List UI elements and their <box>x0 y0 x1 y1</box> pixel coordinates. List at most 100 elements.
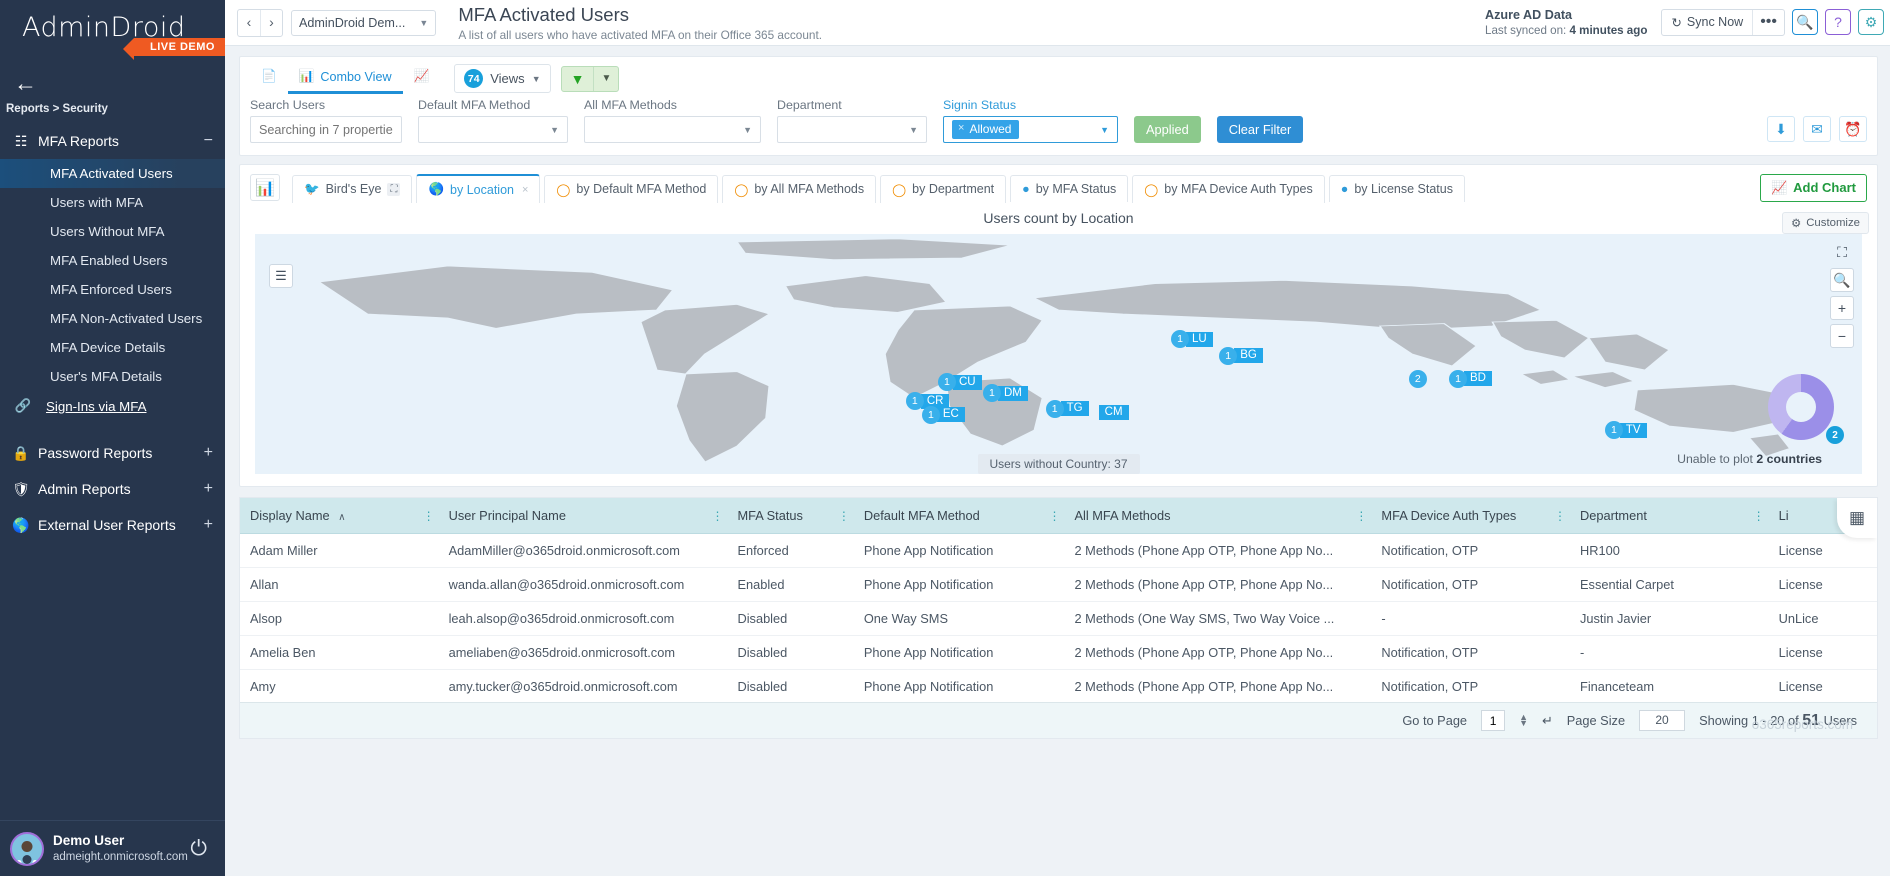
column-menu-icon[interactable]: ⋮ <box>1554 508 1567 523</box>
column-department[interactable]: Department ⋮ <box>1570 498 1769 534</box>
sidebar-item-mfa-device-details[interactable]: MFA Device Details <box>50 340 166 355</box>
sidebar-item-mfa-activated-users[interactable]: MFA Activated Users <box>0 159 225 188</box>
column-menu-icon[interactable]: ⋮ <box>837 508 850 523</box>
all-mfa-methods-select[interactable]: ▼ <box>584 116 761 143</box>
chart-tab-by-mfa-status[interactable]: ● by MFA Status <box>1010 175 1129 202</box>
chevron-left-icon[interactable]: ‹ <box>246 13 252 30</box>
tenant-selector[interactable]: AdminDroid Dem... ▼ <box>291 9 437 36</box>
chart-tab-by-department[interactable]: ◯ by Department <box>880 174 1007 203</box>
settings-icon[interactable]: ⚙ <box>1858 9 1884 36</box>
collapse-toggle-icon[interactable]: − <box>203 132 213 149</box>
views-button[interactable]: 74 Views ▼ <box>454 64 551 93</box>
column-menu-icon[interactable]: ⋮ <box>711 508 724 523</box>
column-mfa-device-auth-types[interactable]: MFA Device Auth Types ⋮ <box>1371 498 1571 534</box>
search-icon[interactable]: 🔍 <box>1792 9 1818 36</box>
chart-tab-by-license-status[interactable]: ● by License Status <box>1328 175 1465 202</box>
map-marker-LU[interactable]: 1 LU <box>1170 330 1213 348</box>
column-menu-icon[interactable]: ⋮ <box>1752 508 1765 523</box>
table-row[interactable]: Amelia Ben ameliaben@o365droid.onmicroso… <box>240 635 1877 670</box>
column-default-mfa-method[interactable]: Default MFA Method ⋮ <box>853 498 1065 534</box>
sidebar-group-mfa-reports[interactable]: ☷ MFA Reports − <box>0 123 225 159</box>
column-settings-icon[interactable]: ▦ <box>1837 498 1877 538</box>
fullscreen-icon[interactable]: ⛶ <box>1837 243 1847 260</box>
map-marker-CM[interactable]: CM <box>1098 403 1129 421</box>
signin-status-select[interactable]: × Allowed ▼ <box>943 116 1118 143</box>
page-number-input[interactable] <box>1481 710 1506 731</box>
map-search-icon[interactable]: 🔍 <box>1830 268 1854 292</box>
zoom-in-button[interactable]: + <box>1830 296 1854 320</box>
sidebar-group-external-user-reports[interactable]: 🌎 External User Reports + <box>0 507 225 543</box>
map-marker-BG[interactable]: 1 BG <box>1219 346 1263 365</box>
sidebar-group-admin-reports[interactable]: 🛡 Admin Reports + <box>0 471 225 507</box>
bar-chart-icon[interactable]: 📊 <box>250 174 280 201</box>
sidebar-item-users-mfa-details[interactable]: User's MFA Details <box>50 369 162 384</box>
map-settings-icon[interactable]: ☰ <box>269 264 293 288</box>
sidebar-item-mfa-enabled-users[interactable]: MFA Enabled Users <box>50 253 168 268</box>
map-marker-MM[interactable]: 1 BD <box>1449 369 1492 388</box>
tab-combo-view[interactable]: 📊 Combo View <box>287 63 403 94</box>
filter-dropdown-caret[interactable]: ▼ <box>593 66 618 91</box>
expand-icon[interactable]: ⛶ <box>387 182 401 196</box>
table-row[interactable]: Alsop leah.alsop@o365droid.onmicrosoft.c… <box>240 601 1877 636</box>
column-display-name[interactable]: Display Name ∧ ⋮ <box>240 498 439 534</box>
search-input[interactable] <box>250 116 402 143</box>
expand-toggle-icon[interactable]: + <box>203 444 213 461</box>
zoom-out-button[interactable]: − <box>1830 324 1854 348</box>
customize-button[interactable]: ⚙ Customize <box>1781 212 1869 234</box>
sidebar-group-password-reports[interactable]: 🔒 Password Reports + <box>0 435 225 471</box>
email-icon[interactable]: ✉ <box>1803 116 1831 142</box>
add-chart-button[interactable]: 📈 Add Chart <box>1759 173 1867 202</box>
sidebar-item-users-without-mfa[interactable]: Users Without MFA <box>50 224 165 239</box>
chart-tab-by-all-mfa-methods[interactable]: ◯ by All MFA Methods <box>722 174 877 203</box>
sidebar-back-arrow-icon[interactable]: ← <box>14 70 37 96</box>
download-icon[interactable]: ⬇ <box>1767 116 1795 142</box>
map-marker-CU[interactable]: 1 CU <box>937 373 982 392</box>
map-marker-CR[interactable]: 1 CR <box>905 392 950 411</box>
enter-icon[interactable]: ↵ <box>1541 712 1553 728</box>
close-icon[interactable]: × <box>521 183 529 196</box>
map-marker-TG[interactable]: 1 TG <box>1045 399 1089 418</box>
map-marker-BD[interactable]: 2 <box>1408 369 1427 388</box>
column-menu-icon[interactable]: ⋮ <box>1048 508 1061 523</box>
chip-remove-icon[interactable]: × <box>958 122 965 134</box>
status-chip[interactable]: × Allowed <box>952 120 1020 139</box>
power-icon[interactable]: ⏻ <box>190 836 207 860</box>
chevron-right-icon[interactable]: › <box>260 9 282 36</box>
chart-tab-by-default-mfa-method[interactable]: ◯ by Default MFA Method <box>544 174 719 203</box>
chart-tab-by-location[interactable]: 🌎 by Location × <box>416 174 541 203</box>
tab-chart-view[interactable]: 📈 <box>403 63 441 94</box>
applied-button[interactable]: Applied <box>1134 116 1201 143</box>
chart-tab-birds-eye[interactable]: 🐦 Bird's Eye ⛶ <box>292 174 413 203</box>
column-menu-icon[interactable]: ⋮ <box>422 508 435 523</box>
expand-toggle-icon[interactable]: + <box>203 516 213 533</box>
table-row[interactable]: Allan wanda.allan@o365droid.onmicrosoft.… <box>240 567 1877 602</box>
table-row[interactable]: Amy amy.tucker@o365droid.onmicrosoft.com… <box>240 669 1877 704</box>
sidebar-item-mfa-enforced-users[interactable]: MFA Enforced Users <box>50 282 172 297</box>
clear-filter-button[interactable]: Clear Filter <box>1216 116 1304 143</box>
page-size-input[interactable]: 20 <box>1639 710 1686 731</box>
help-icon[interactable]: ? <box>1825 9 1851 36</box>
sort-asc-icon[interactable]: ∧ <box>338 512 346 523</box>
sidebar-link-sign-ins-via-mfa[interactable]: 🔗 Sign-Ins via MFA <box>0 391 225 421</box>
column-all-mfa-methods[interactable]: All MFA Methods ⋮ <box>1064 498 1372 534</box>
schedule-icon[interactable]: ⏰ <box>1839 116 1867 142</box>
sync-now-button[interactable]: ↻ Sync Now <box>1662 10 1752 35</box>
tab-document-view[interactable]: 📄 <box>250 63 288 94</box>
default-mfa-method-select[interactable]: ▼ <box>418 116 568 143</box>
sync-more-button[interactable]: ••• <box>1752 9 1784 35</box>
sidebar-item-users-with-mfa[interactable]: Users with MFA <box>50 195 144 210</box>
user-bar[interactable]: Demo User admeight.onmicrosoft.com ⏻ <box>0 820 225 876</box>
column-user-principal-name[interactable]: User Principal Name ⋮ <box>438 498 728 534</box>
world-map[interactable]: ☰ ⛶ 🔍 + − 1 LU 1 BG 1 CU 1 <box>255 234 1862 474</box>
page-stepper[interactable]: ▲ ▼ <box>1519 712 1528 728</box>
expand-toggle-icon[interactable]: + <box>203 480 213 497</box>
sidebar-item-mfa-non-activated-users[interactable]: MFA Non-Activated Users <box>50 311 203 326</box>
map-marker-EC[interactable]: 1 EC <box>921 405 965 424</box>
department-select[interactable]: ▼ <box>777 116 927 143</box>
column-mfa-status[interactable]: MFA Status ⋮ <box>727 498 854 534</box>
column-menu-icon[interactable]: ⋮ <box>1355 508 1368 523</box>
map-marker-TV[interactable]: 1 TV <box>1604 421 1647 440</box>
funnel-icon[interactable]: ▼ <box>570 70 585 87</box>
table-row[interactable]: Adam Miller AdamMiller@o365droid.onmicro… <box>240 533 1877 568</box>
chart-tab-by-mfa-device-auth-types[interactable]: ◯ by MFA Device Auth Types <box>1132 174 1325 203</box>
